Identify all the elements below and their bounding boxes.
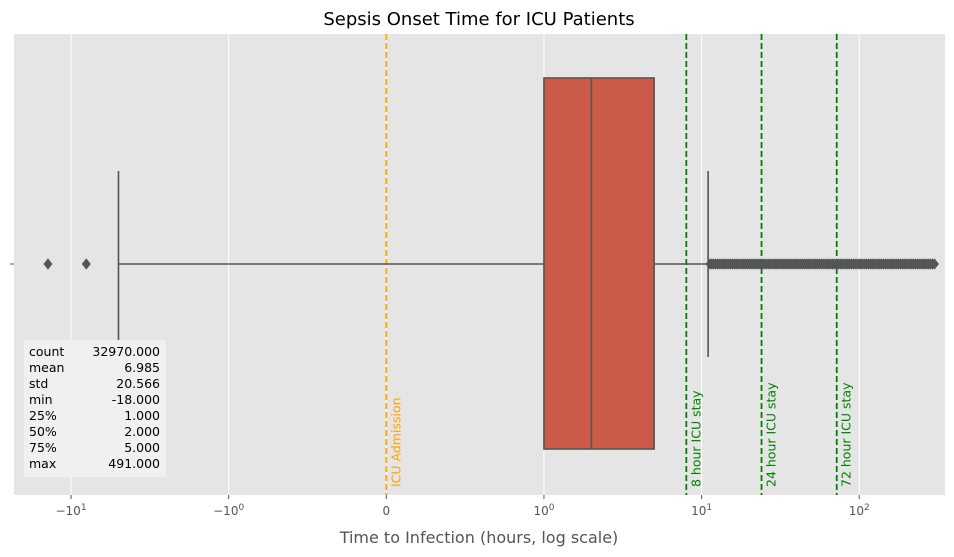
stat-value: -18.000: [111, 392, 160, 407]
outlier-high-119: [929, 258, 939, 270]
box-iqr: [543, 77, 655, 450]
stat-value: 2.000: [124, 424, 160, 439]
x-tick-label-5: 102: [849, 503, 870, 518]
stat-row-2: std 20.566: [24, 376, 166, 392]
stat-row-5: 50% 2.000: [24, 424, 166, 440]
stat-row-4: 25% 1.000: [24, 408, 166, 424]
stat-value: 491.000: [108, 456, 160, 471]
chart-title: Sepsis Onset Time for ICU Patients: [323, 9, 634, 30]
stat-label: mean: [29, 360, 65, 375]
x-tick-label-2: 0: [382, 504, 390, 518]
stat-label: 75%: [29, 440, 57, 455]
stat-row-1: mean 6.985: [24, 360, 166, 376]
stat-label: max: [29, 456, 57, 471]
stats-summary-box: count 32970.000 mean 6.985 std 20.566 min -18.0…: [24, 340, 166, 477]
stat-value: 1.000: [124, 408, 160, 423]
stat-value: 32970.000: [92, 344, 160, 359]
x-axis-label: Time to Infection (hours, log scale): [339, 528, 619, 547]
x-tick-label-1: −100: [213, 503, 244, 518]
stat-label: 25%: [29, 408, 57, 423]
stat-row-0: count 32970.000: [24, 344, 166, 360]
stat-value: 20.566: [116, 376, 160, 391]
reference-label-3: 72 hour ICU stay: [839, 382, 854, 487]
stat-value: 6.985: [124, 360, 160, 375]
outlier-low-0: [43, 258, 53, 270]
x-axis-ticks: −101 −100 0 100 101 102: [10, 263, 870, 518]
stat-label: min: [29, 392, 53, 407]
x-tick-label-4: 101: [691, 503, 712, 518]
stat-row-6: 75% 5.000: [24, 440, 166, 456]
reference-label-2: 24 hour ICU stay: [764, 382, 779, 487]
stat-label: 50%: [29, 424, 57, 439]
x-tick-label-3: 100: [533, 503, 554, 518]
x-tick-label-0: −101: [55, 503, 86, 518]
stat-row-7: max 491.000: [24, 456, 166, 472]
stat-row-3: min -18.000: [24, 392, 166, 408]
stat-label: count: [29, 344, 65, 359]
stat-value: 5.000: [124, 440, 160, 455]
reference-label-1: 8 hour ICU stay: [688, 390, 703, 487]
outlier-low-1: [81, 258, 91, 270]
stat-label: std: [29, 376, 49, 391]
reference-label-0: ICU Admission: [388, 397, 403, 487]
box-plot: [43, 77, 939, 450]
